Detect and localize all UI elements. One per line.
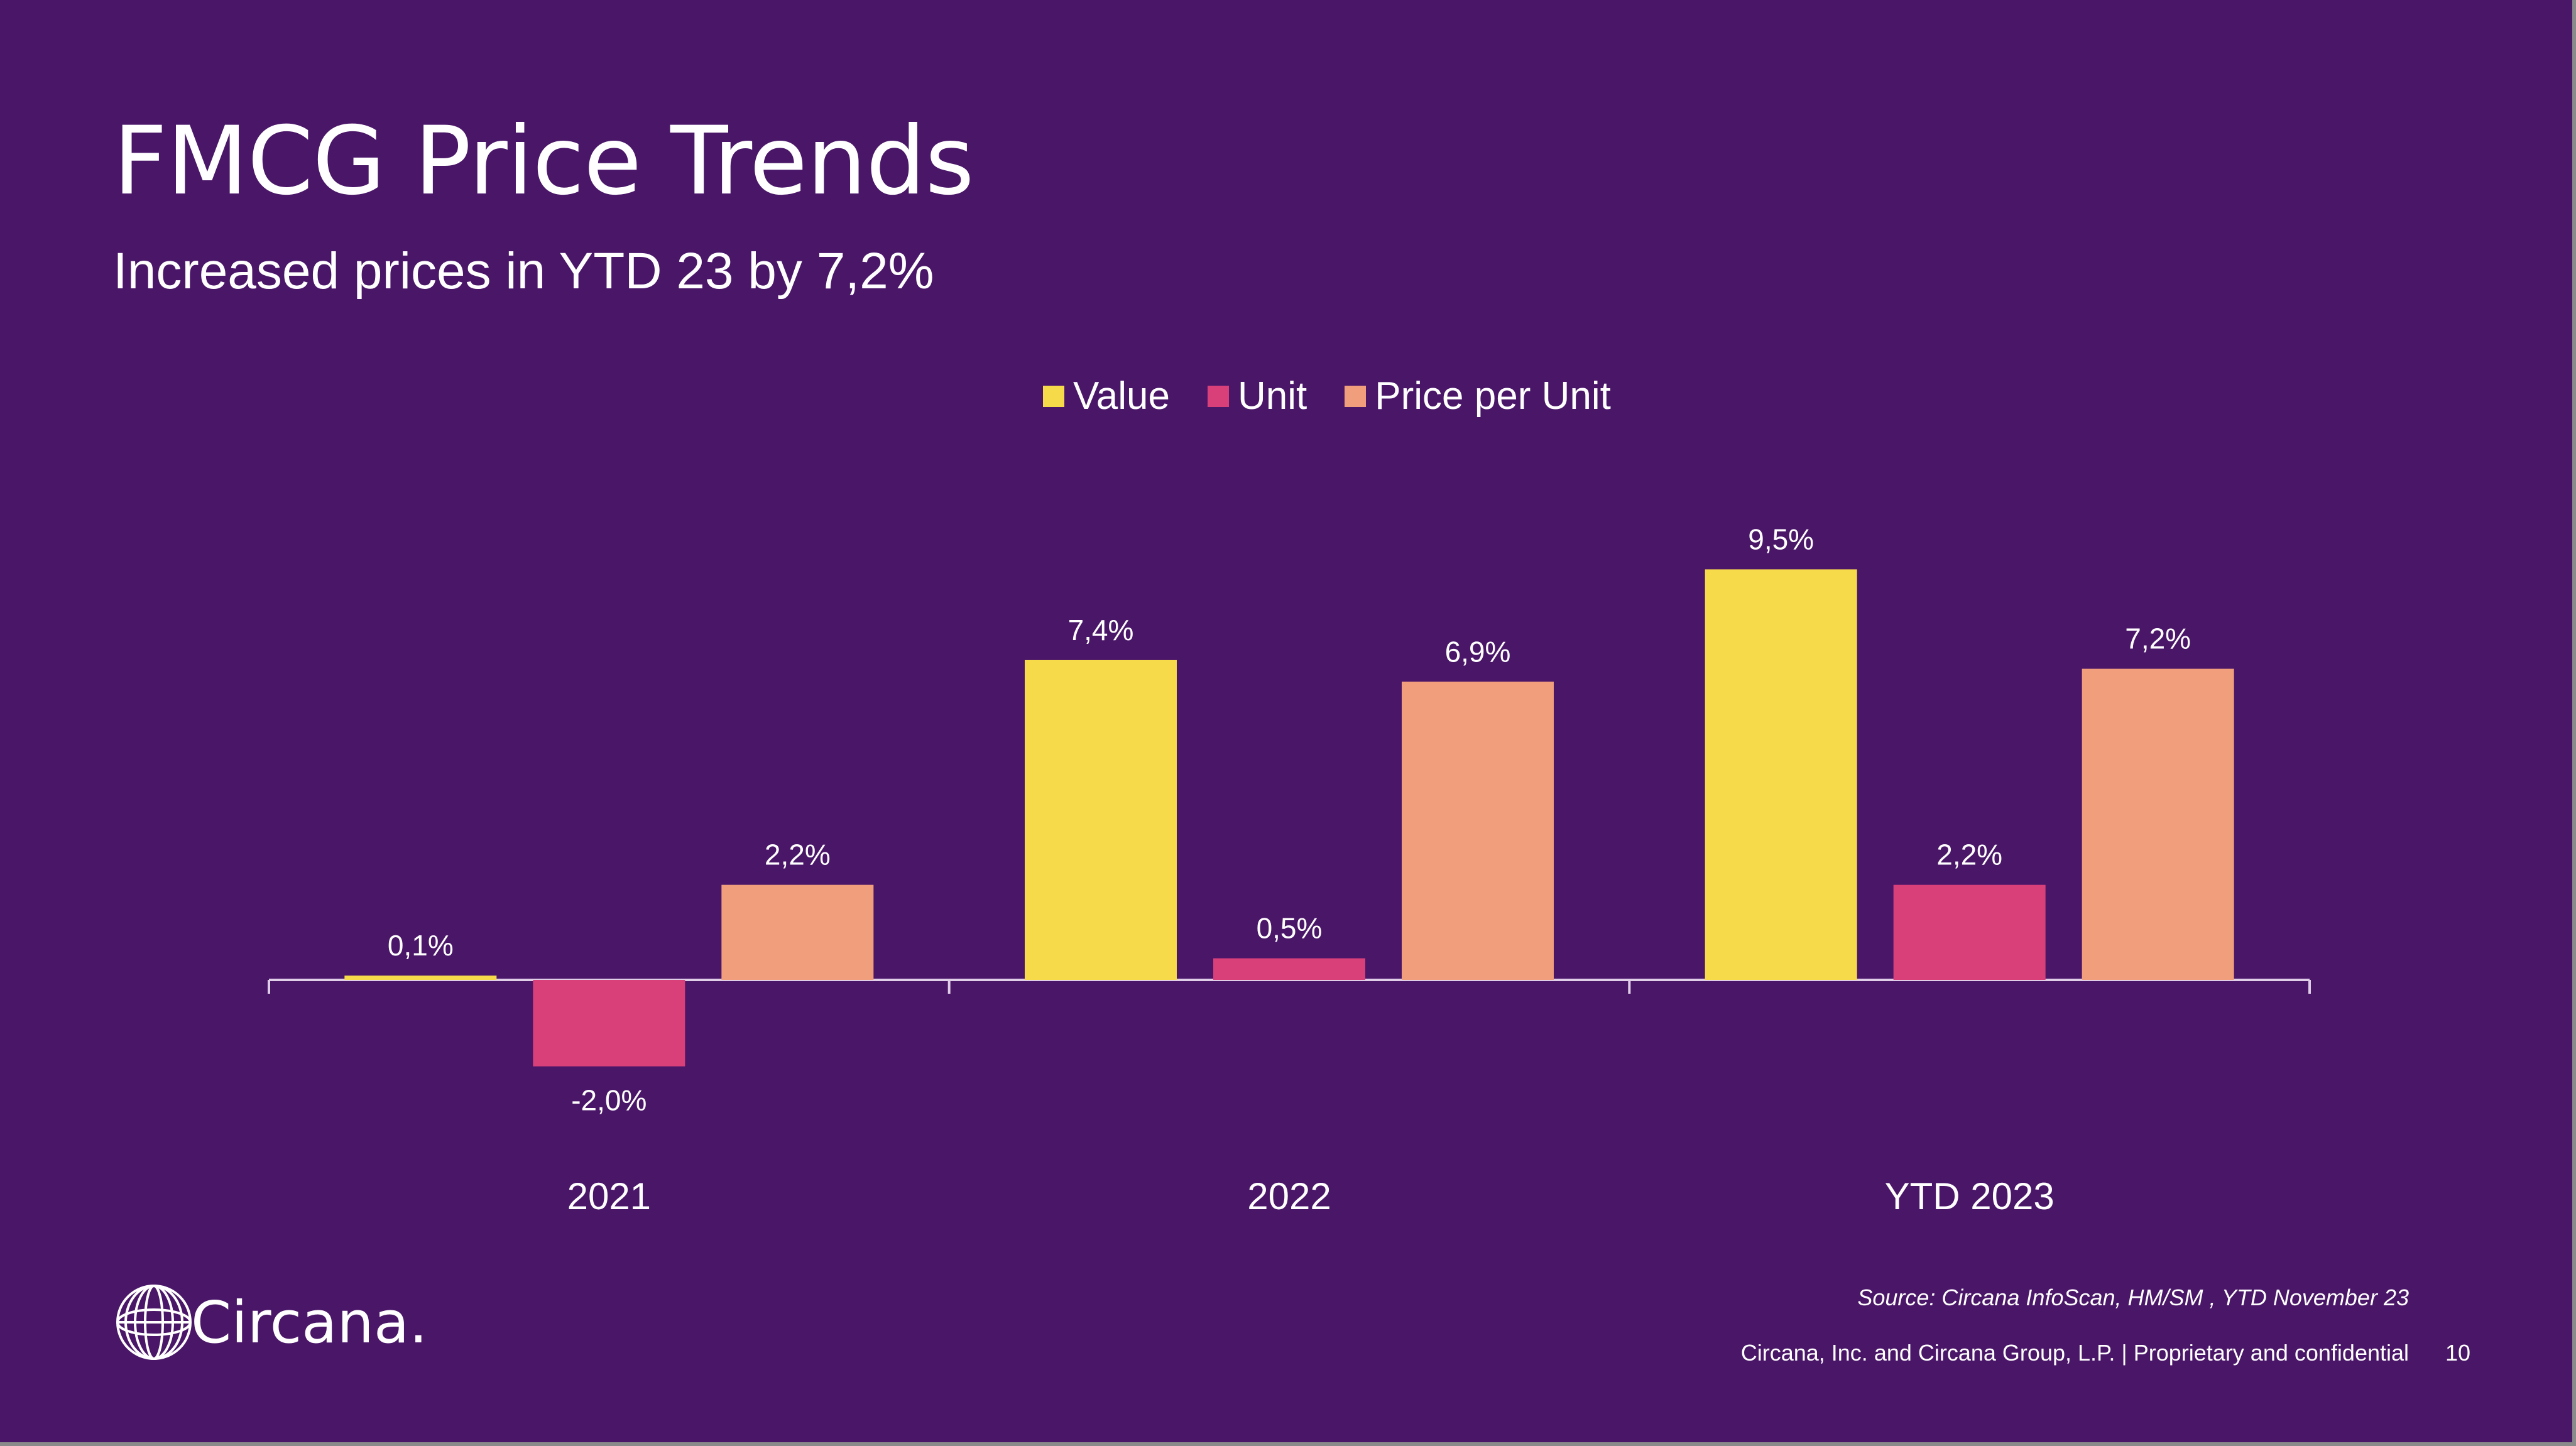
footer-text: Circana, Inc. and Circana Group, L.P. | … <box>1740 1340 2409 1366</box>
bar-price-per-unit-2 <box>2082 668 2234 980</box>
data-label-price-per-unit-2: 7,2% <box>2125 622 2191 655</box>
legend-item-unit: Unit <box>1207 374 1307 418</box>
chart-legend: Value Unit Price per Unit <box>1043 374 1649 418</box>
bar-price-per-unit-0 <box>721 884 874 980</box>
bar-price-per-unit-1 <box>1402 682 1554 980</box>
page-number: 10 <box>2445 1340 2471 1366</box>
data-label-value-2: 9,5% <box>1748 523 1814 555</box>
bar-value-0 <box>344 976 497 980</box>
x-tick-label: 2022 <box>1247 1175 1331 1217</box>
logo-wordmark: Circana. <box>191 1288 428 1356</box>
legend-label-value: Value <box>1073 374 1170 418</box>
legend-item-price-per-unit: Price per Unit <box>1345 374 1611 418</box>
data-label-unit-1: 0,5% <box>1257 912 1323 945</box>
legend-label-price-per-unit: Price per Unit <box>1375 374 1611 418</box>
slide-title: FMCG Price Trends <box>113 107 974 216</box>
slide-subtitle: Increased prices in YTD 23 by 7,2% <box>113 242 934 300</box>
bar-value-1 <box>1025 660 1177 980</box>
legend-swatch-value <box>1043 385 1064 407</box>
legend-item-value: Value <box>1043 374 1170 418</box>
legend-swatch-price-per-unit <box>1345 385 1367 407</box>
source-note: Source: Circana InfoScan, HM/SM , YTD No… <box>1857 1285 2409 1310</box>
data-label-value-1: 7,4% <box>1068 614 1134 646</box>
legend-label-unit: Unit <box>1237 374 1307 418</box>
bar-value-2 <box>1705 569 1857 980</box>
bar-unit-1 <box>1213 958 1365 980</box>
data-label-unit-0: -2,0% <box>571 1084 647 1117</box>
legend-swatch-unit <box>1207 385 1229 407</box>
bar-unit-2 <box>1893 884 2046 980</box>
bar-unit-0 <box>533 980 685 1067</box>
data-label-price-per-unit-1: 6,9% <box>1445 635 1511 668</box>
x-tick-label: 2021 <box>567 1175 651 1217</box>
globe-wireframe-icon <box>116 1285 192 1360</box>
data-label-price-per-unit-0: 2,2% <box>765 839 831 871</box>
x-tick-label: YTD 2023 <box>1885 1175 2055 1217</box>
circana-logo: Circana. <box>113 1281 428 1363</box>
data-label-unit-2: 2,2% <box>1936 839 2002 871</box>
data-label-value-0: 0,1% <box>388 929 454 962</box>
